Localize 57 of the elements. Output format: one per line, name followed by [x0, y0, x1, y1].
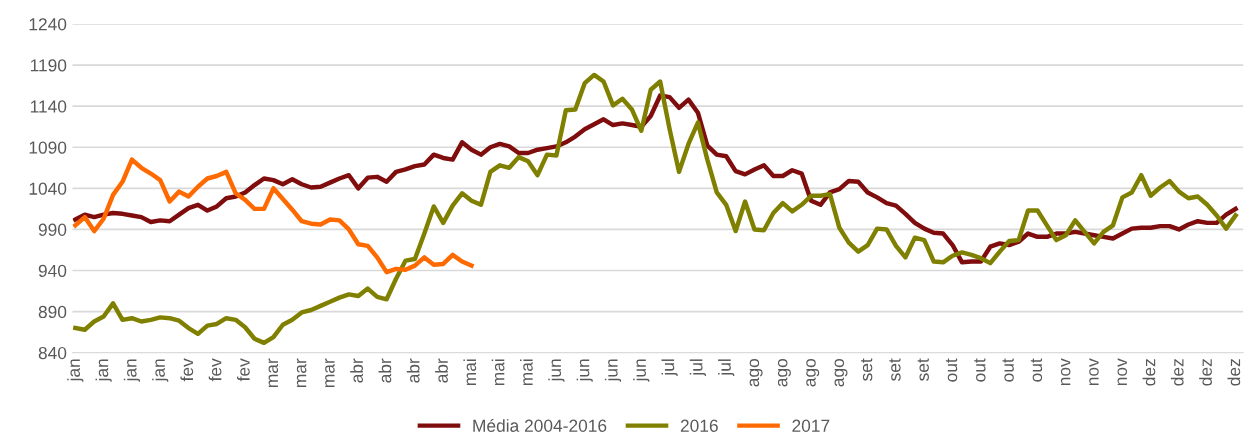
- x-tick-label: fev: [208, 358, 222, 382]
- x-tick-label: jan: [152, 359, 169, 382]
- x-tick-label: jan: [67, 359, 84, 382]
- x-tick-label: jun: [633, 359, 650, 382]
- x-tick-label: mar: [296, 358, 307, 388]
- x-tick-label: ago: [749, 358, 763, 387]
- x-tick-label: set: [889, 358, 901, 381]
- x-tick-label: jul: [689, 359, 706, 377]
- x-tick-label: nov: [1060, 358, 1071, 386]
- x-tick-label: out: [974, 358, 986, 382]
- x-tick-label: out: [1030, 358, 1043, 382]
- x-tick-label: ago: [806, 358, 820, 387]
- y-tick-label: 990: [38, 223, 67, 236]
- x-tick-label: dez: [1199, 359, 1212, 386]
- line-series: [73, 157, 474, 275]
- x-tick-label: abr: [406, 358, 420, 383]
- x-tick-label: dez: [1227, 359, 1241, 386]
- x-tick-label: fev: [180, 358, 194, 382]
- line-series: [73, 93, 1238, 265]
- x-tick-label: set: [860, 358, 873, 381]
- x-tick-label: out: [945, 358, 958, 382]
- y-tick-label: 1140: [30, 100, 67, 113]
- x-tick-label: jul: [718, 359, 735, 377]
- x-tick-label: dez: [1142, 359, 1156, 386]
- x-tick-label: ago: [834, 358, 848, 387]
- x-tick-label: dez: [1170, 359, 1184, 386]
- x-tick-label: mar: [268, 358, 279, 388]
- x-tick-label: abr: [350, 358, 363, 383]
- x-tick-label: mai: [491, 359, 505, 386]
- y-tick-label: 1090: [29, 141, 67, 154]
- x-tick-label: mai: [520, 359, 533, 386]
- legend-label: 2017: [792, 419, 830, 432]
- legend-label: 2016: [680, 419, 718, 432]
- line-series: [73, 72, 1238, 346]
- x-tick-label: out: [1002, 358, 1014, 382]
- x-tick-label: jun: [576, 359, 593, 382]
- x-tick-label: nov: [1089, 358, 1099, 386]
- x-tick-label: jul: [661, 359, 678, 377]
- x-tick-label: nov: [1117, 358, 1128, 386]
- y-tick-label: 840: [38, 346, 67, 360]
- x-tick-label: mar: [325, 358, 335, 388]
- x-tick-label: jun: [548, 359, 565, 382]
- y-tick-label: 1240: [29, 18, 67, 31]
- y-tick-label: 1190: [30, 59, 67, 72]
- y-tick-label: 940: [38, 264, 67, 277]
- x-tick-label: jun: [604, 359, 622, 382]
- x-tick-label: abr: [378, 358, 392, 383]
- x-tick-label: abr: [435, 358, 448, 383]
- x-tick-label: ago: [777, 358, 791, 387]
- x-tick-label: set: [917, 358, 929, 381]
- y-tick-label: 1040: [29, 182, 67, 195]
- legend-label: Média 2004-2016: [473, 418, 607, 432]
- y-tick-label: 890: [38, 305, 67, 319]
- x-tick-label: jan: [123, 359, 141, 382]
- x-tick-label: fev: [237, 358, 250, 382]
- x-tick-label: mai: [463, 359, 477, 386]
- x-tick-label: jan: [95, 359, 112, 382]
